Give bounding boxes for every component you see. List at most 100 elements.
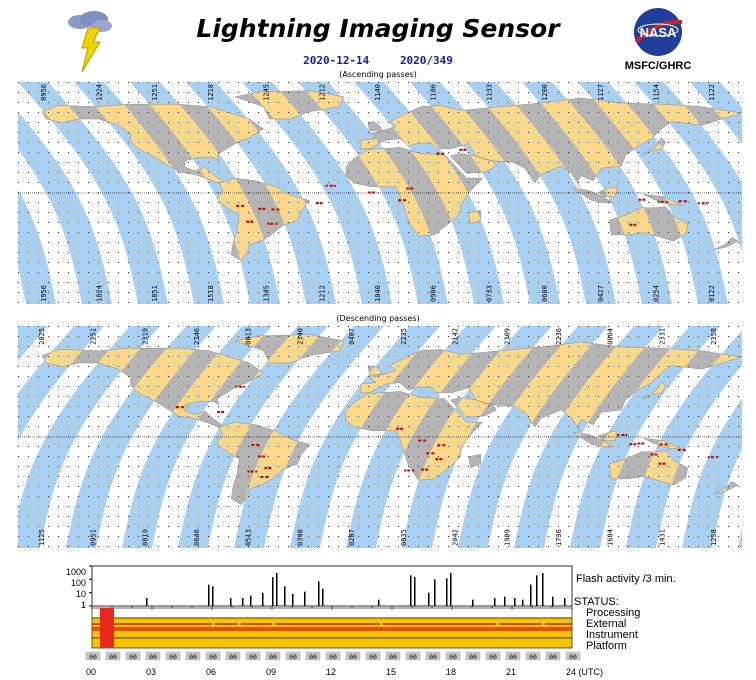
hour-box-label: 00 <box>569 653 577 661</box>
hour-box-label: 00 <box>109 653 117 661</box>
hour-box-label: 00 <box>89 653 97 661</box>
status-platform: Platform <box>586 640 627 652</box>
pass-time-label: 0013 <box>245 328 253 345</box>
x-tick-03: 03 <box>146 667 157 677</box>
lightning-flash <box>320 202 323 205</box>
pass-time-label: 1956 <box>40 285 48 302</box>
lightning-flash <box>256 443 259 446</box>
y-tick-1000: 1000 <box>65 567 86 577</box>
lightning-flash <box>622 434 625 436</box>
pass-time-label: 0951 <box>90 529 98 546</box>
flash-bar <box>272 577 274 606</box>
lightning-flash <box>443 444 446 447</box>
pass-time-label: 2251 <box>90 328 98 345</box>
pass-time-label: 0600 <box>541 285 549 302</box>
flash-bar <box>514 598 516 606</box>
y-tick-100: 100 <box>70 578 86 588</box>
flash-bar <box>564 598 566 606</box>
lightning-flash <box>639 198 642 201</box>
pass-time-label: 2309 <box>503 328 511 345</box>
lightning-flash <box>625 434 628 436</box>
day-of-year-text: 2020/349 <box>399 54 453 67</box>
descending-map-svg: 2025 2251 2319 2346 0013 2340 0407 2235 2142 2309… <box>18 326 742 548</box>
pass-time-label: 1909 <box>503 529 511 546</box>
lightning-flash <box>683 448 686 451</box>
pass-time-label: 1106 <box>430 84 438 101</box>
lightning-flash <box>251 220 254 223</box>
lightning-flash <box>442 152 445 155</box>
flash-bar <box>428 592 430 606</box>
pass-time-label: 0122 <box>708 285 716 302</box>
flash-bar <box>446 578 448 606</box>
lightning-flash <box>263 455 266 458</box>
lightning-flash <box>432 452 435 455</box>
pass-time-label: 1251 <box>151 84 159 101</box>
lightning-flash <box>243 385 246 388</box>
lightning-flash <box>330 184 333 187</box>
lightning-flash <box>397 427 400 430</box>
pass-time-label: 0407 <box>348 328 356 345</box>
lightning-flash <box>419 439 422 442</box>
lightning-flash <box>643 198 646 201</box>
agency-label: MSFC/GHRC <box>624 60 692 72</box>
lightning-flash <box>679 200 682 203</box>
lightning-flash <box>181 406 184 409</box>
lightning-flash <box>665 443 668 446</box>
hour-box-label: 00 <box>389 653 397 661</box>
flash-bar <box>276 573 278 606</box>
pass-time-label: 0513 <box>245 529 253 546</box>
pass-time-label: 0427 <box>597 285 605 302</box>
lightning-flash <box>275 222 278 225</box>
pass-time-label: 1200 <box>541 84 549 101</box>
hour-box-label: 00 <box>449 653 457 661</box>
flash-bar <box>542 573 544 606</box>
pass-time-label: 1345 <box>263 285 271 302</box>
status-instrument: Instrument <box>586 629 638 641</box>
flash-bar <box>304 591 306 606</box>
descending-label: (Descending passes) <box>336 314 420 323</box>
lightning-flash <box>247 220 250 223</box>
hour-box-label: 00 <box>429 653 437 661</box>
hour-box-label: 00 <box>229 653 237 661</box>
lightning-flash <box>401 427 404 430</box>
lightning-flash <box>259 207 262 210</box>
x-tick-18: 18 <box>446 667 457 677</box>
date-text: 2020-12-14 <box>303 54 370 67</box>
pass-time-label: 0004 <box>607 328 615 345</box>
pass-time-label: 1218 <box>207 84 215 101</box>
flash-bar <box>322 588 324 606</box>
hour-box-label: 00 <box>309 653 317 661</box>
pass-time-label: 0035 <box>400 529 408 546</box>
lightning-flash <box>638 442 641 445</box>
lightning-flash <box>655 453 658 456</box>
lightning-flash <box>247 470 250 473</box>
lightning-flash <box>333 184 336 187</box>
hour-box-label: 00 <box>269 653 277 661</box>
lightning-flash <box>399 199 402 202</box>
y-tick-10: 10 <box>75 589 86 599</box>
hour-box-label: 00 <box>169 653 177 661</box>
lightning-flash <box>259 455 262 458</box>
nasa-logo-text: NASA <box>640 25 677 40</box>
pass-time-label: 1133 <box>485 84 493 101</box>
flash-bar <box>378 599 380 606</box>
pass-time-label: 1125 <box>38 529 46 546</box>
pass-time-label: 1040 <box>374 285 382 302</box>
hour-box-label: 00 <box>129 653 137 661</box>
hour-box-label: 00 <box>549 653 557 661</box>
pass-time-label: 2235 <box>400 328 408 345</box>
flash-bar <box>242 598 244 606</box>
pass-time-label: 1518 <box>207 285 215 302</box>
y-tick-1: 1 <box>80 600 86 610</box>
lightning-flash <box>368 191 371 194</box>
x-tick-12: 12 <box>326 667 337 677</box>
pass-time-label: 1127 <box>597 84 605 101</box>
lightning-flash <box>237 204 240 207</box>
lightning-flash <box>634 223 637 226</box>
lightning-flash <box>715 456 718 459</box>
lightning-flash <box>438 444 441 447</box>
lightning-flash <box>404 199 407 202</box>
lightning-flash <box>267 222 270 225</box>
pass-time-label: 1140 <box>374 84 382 101</box>
hour-box-label: 00 <box>149 653 157 661</box>
